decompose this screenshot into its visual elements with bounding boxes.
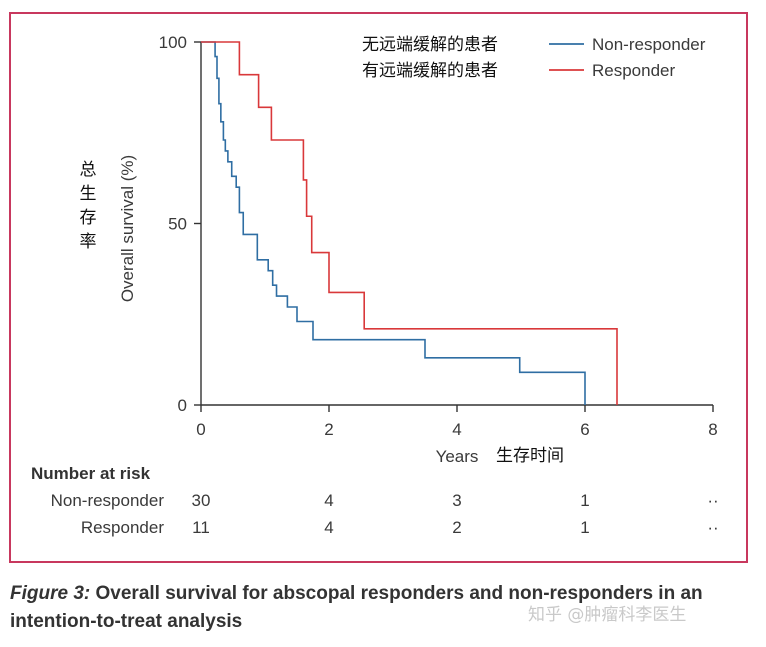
caption-figure-label: Figure 3: (10, 583, 91, 604)
x-axis-label-cn: 生存时间 (496, 446, 564, 465)
y-tick-label: 0 (178, 396, 187, 415)
x-tick-label: 0 (196, 420, 205, 439)
legend-label-cn: 无远端缓解的患者 (362, 35, 498, 54)
x-axis-label: Years (436, 447, 479, 466)
y-axis-label-cn: 总生存率 (80, 160, 97, 252)
risk-table-cell: ·· (707, 491, 718, 510)
x-tick-label: 6 (580, 420, 589, 439)
y-tick-label: 100 (159, 33, 187, 52)
series-line-non-responder (201, 41, 586, 405)
figure-frame (9, 12, 748, 563)
x-tick-label: 8 (708, 420, 717, 439)
x-tick-label: 2 (324, 420, 333, 439)
risk-table-row-label: Non-responder (51, 491, 165, 510)
y-axis-label: Overall survival (%) (118, 155, 137, 302)
x-tick-label: 4 (452, 420, 461, 439)
legend-label: Responder (592, 61, 676, 80)
risk-table-cell: 1 (580, 491, 589, 510)
risk-table-row-label: Responder (81, 518, 165, 537)
risk-table-cell: 4 (324, 518, 333, 537)
legend-label-cn: 有远端缓解的患者 (362, 61, 498, 80)
risk-table-cell: 30 (192, 491, 211, 510)
watermark: 知乎 @肿瘤科李医生 (528, 605, 687, 625)
risk-table-cell: 2 (452, 518, 461, 537)
risk-table-title: Number at risk (31, 464, 151, 483)
risk-table-cell: 1 (580, 518, 589, 537)
series-line-responder (201, 41, 618, 405)
risk-table-cell: ·· (707, 518, 718, 537)
caption-text: Overall survival for abscopal responders… (10, 583, 703, 632)
y-tick-label: 50 (168, 215, 187, 234)
risk-table-cell: 4 (324, 491, 333, 510)
legend-label: Non-responder (592, 35, 706, 54)
figure-caption: Figure 3: Overall survival for abscopal … (10, 580, 750, 636)
risk-table-cell: 3 (452, 491, 461, 510)
risk-table-cell: 11 (192, 518, 210, 537)
